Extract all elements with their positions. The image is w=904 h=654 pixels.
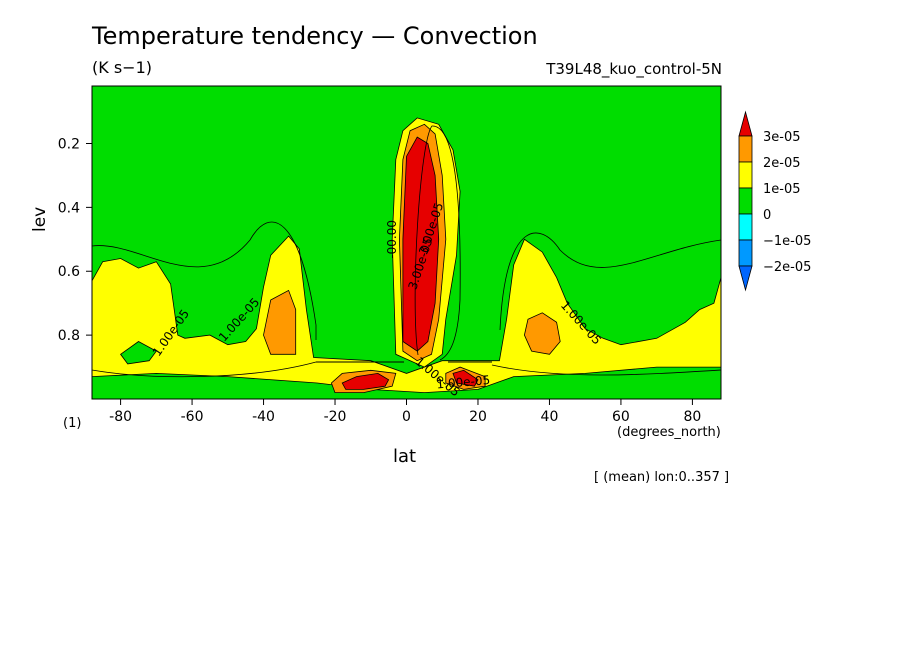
x-tick-label: 60 [612,409,630,425]
averaging-note: [ (mean) lon:0..357 ] [594,470,730,485]
x-tick-label: -40 [252,409,275,425]
x-tick-label: 80 [683,409,701,425]
y-tick-label: 0.4 [58,200,80,216]
contour-region-3e-05-8 [402,136,440,352]
x-tick-label: 20 [469,409,487,425]
legend-swatch [738,239,753,267]
x-tick-label: 0 [402,409,411,425]
legend-swatch [738,135,753,163]
x-tick-label: -80 [109,409,132,425]
y-axis-ticks: 0.2 0.4 0.6 0.8 [58,136,92,344]
legend-label: 3e-05 [763,130,801,145]
y-axis-units: (1) [63,416,82,431]
contour-lines [91,125,722,378]
contour-region-3e-05-10 [452,369,479,387]
legend-swatch-bottom-arrow [738,265,753,292]
contour-region-2e-05-3 [263,289,297,355]
x-axis-ticks: -80 -60 -40 -20 0 20 40 60 80 [109,399,701,425]
color-legend: 3e-05 2e-05 1e-05 0 −1e-05 −2e-05 [738,110,811,292]
legend-swatch [738,187,753,215]
y-tick-label: 0.6 [58,264,80,280]
y-tick-label: 0.8 [58,328,80,344]
x-tick-label: -20 [324,409,347,425]
chart-title: Temperature tendency — Convection [92,22,538,50]
contour-label-3: 1.00e-05 [436,373,491,392]
x-axis-units: (degrees_north) [617,425,721,440]
legend-label: 0 [763,208,771,223]
contour-region-1e-05-0 [91,235,722,394]
legend-label: −1e-05 [763,234,811,249]
x-axis-label: lat [393,446,417,467]
run-name: T39L48_kuo_control-5N [546,60,722,78]
x-tick-label: -60 [181,409,204,425]
legend-swatch [738,161,753,189]
legend-swatch [738,213,753,241]
contour-label-7: -00.00 [385,220,399,259]
legend-label: 2e-05 [763,156,801,171]
contour-region-2e-05-4 [523,312,561,355]
contour-region-3e-05-9 [341,372,390,390]
contour-region-0-2 [120,341,157,365]
contour-fills [91,117,722,394]
y-tick-label: 0.2 [58,136,80,152]
legend-swatch-top-arrow [738,110,753,137]
x-tick-label: 40 [541,409,559,425]
chart-units: (K s−1) [92,58,152,77]
legend-label: 1e-05 [763,182,801,197]
legend-label: −2e-05 [763,260,811,275]
